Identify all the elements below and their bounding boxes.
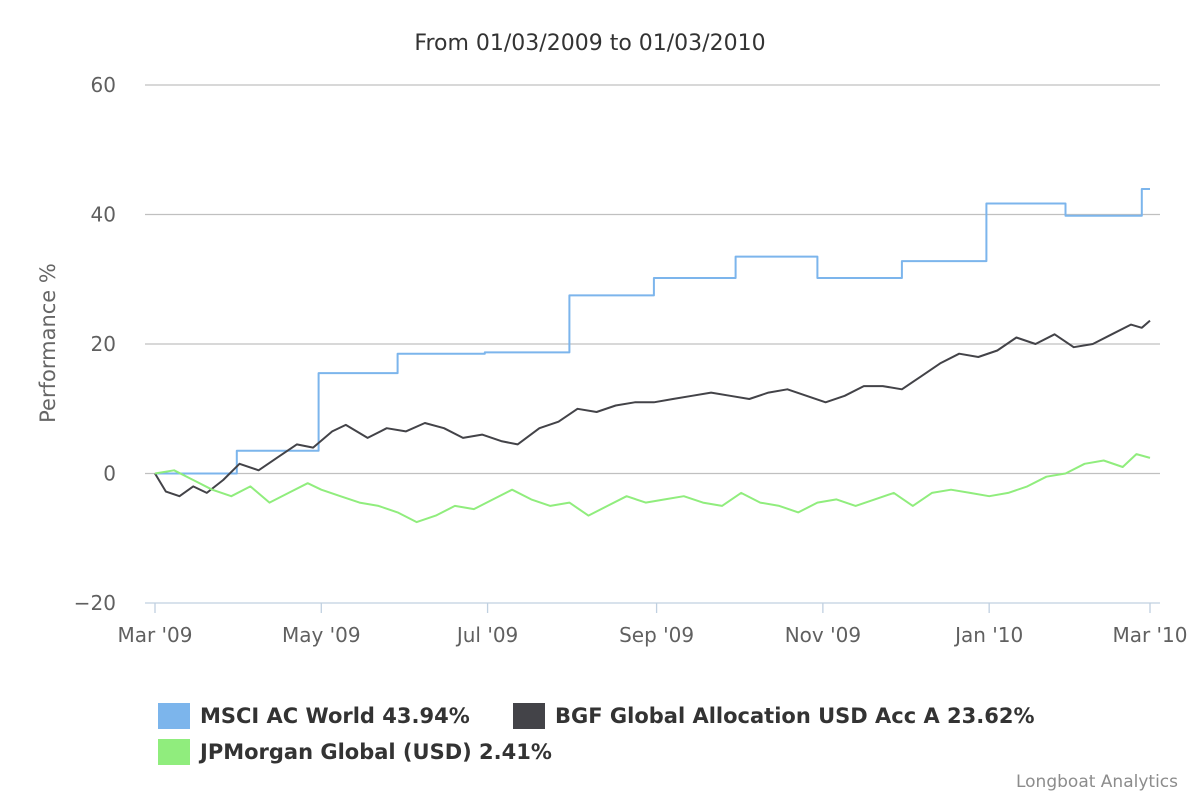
series-lines <box>154 188 1151 524</box>
credit-text[interactable]: Longboat Analytics <box>1015 772 1178 792</box>
grid-lines <box>145 84 1160 475</box>
series-line-bgf[interactable] <box>154 319 1151 498</box>
y-tick-label: −20 <box>74 591 116 615</box>
legend-swatch-jpmorgan <box>158 739 190 765</box>
x-tick-label: Jul '09 <box>455 623 518 647</box>
legend-label-bgf: BGF Global Allocation USD Acc A 23.62% <box>555 704 1035 728</box>
x-tick-label: Jan '10 <box>953 623 1023 647</box>
legend-item-msci[interactable]: MSCI AC World 43.94% <box>158 703 470 729</box>
x-tick-label: Sep '09 <box>619 623 694 647</box>
series-line-msci[interactable] <box>155 188 1150 475</box>
chart-title: From 01/03/2009 to 01/03/2010 <box>414 31 765 56</box>
legend-label-msci: MSCI AC World 43.94% <box>200 704 470 728</box>
x-tick-label: Mar '10 <box>1112 623 1187 647</box>
y-tick-label: 0 <box>103 462 116 486</box>
y-axis-label: Performance % <box>36 263 60 423</box>
x-tick-label: Nov '09 <box>785 623 861 647</box>
x-tick-label: May '09 <box>282 623 361 647</box>
y-tick-label: 60 <box>91 73 116 97</box>
x-axis: Mar '09 May '09 Jul '09 Sep '09 Nov '09 Jan '… <box>117 602 1188 647</box>
y-tick-labels: −20 0 20 40 60 <box>74 73 116 615</box>
x-tick-label: Mar '09 <box>117 623 192 647</box>
legend-item-jpmorgan[interactable]: JPMorgan Global (USD) 2.41% <box>158 739 552 765</box>
legend-label-jpmorgan: JPMorgan Global (USD) 2.41% <box>200 740 552 764</box>
y-tick-label: 20 <box>91 332 116 356</box>
legend-item-bgf[interactable]: BGF Global Allocation USD Acc A 23.62% <box>513 703 1035 729</box>
y-tick-label: 40 <box>91 203 116 227</box>
series-line-jpmorgan[interactable] <box>154 453 1151 524</box>
legend-swatch-bgf <box>513 703 545 729</box>
legend-swatch-msci <box>158 703 190 729</box>
